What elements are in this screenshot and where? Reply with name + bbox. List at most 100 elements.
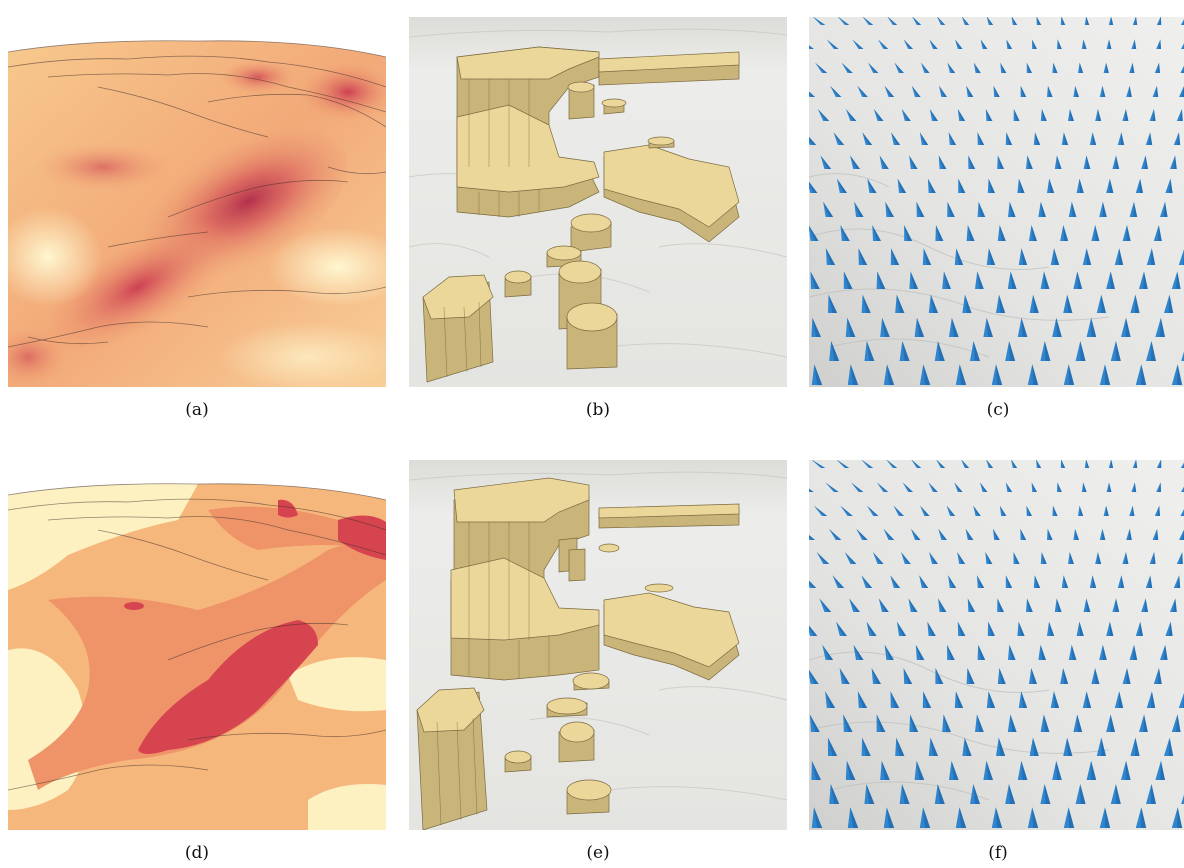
caption-d: (d) (184, 843, 210, 863)
cone-glyph-shade (973, 62, 981, 73)
cone-glyph (825, 248, 836, 265)
cone-glyph-shade (1144, 155, 1148, 169)
cone-glyph-shade (968, 155, 976, 169)
cone-glyph-shade (948, 132, 957, 145)
cone-glyph-shade (809, 91, 815, 97)
cone-glyph (902, 482, 913, 492)
cone-glyph-shade (847, 317, 856, 337)
cone-glyph-shade (1177, 807, 1183, 828)
cone-glyph (927, 621, 936, 636)
cone-glyph-shade (999, 668, 1006, 684)
extruded-regions-image-variant (409, 460, 787, 830)
cone-glyph-shade (1013, 109, 1020, 121)
panel-e-extruded-regions (409, 460, 787, 830)
cone-glyph-shade (1143, 271, 1148, 289)
cone-glyph-shade (1043, 271, 1050, 289)
cone-glyph-shade (1158, 39, 1161, 49)
cone-glyph-shade (862, 17, 874, 25)
cone-glyph-shade (839, 668, 850, 684)
cone-glyph-shade (1115, 341, 1121, 361)
cone-glyph-shade (1155, 528, 1159, 540)
cone-glyph-shade (1179, 109, 1183, 121)
cone-glyph-shade (861, 460, 874, 468)
cone-glyph-shade (885, 201, 894, 217)
cone-glyph (822, 644, 834, 660)
cone-glyph-shade (897, 178, 907, 193)
cone-glyph-shade (1181, 86, 1184, 97)
cone-glyph-shade (967, 225, 975, 241)
cone-glyph-shade (1011, 460, 1018, 468)
cone-glyph-shade (1079, 178, 1084, 193)
cone-glyph-shade (811, 460, 826, 468)
cone-glyph (858, 248, 868, 265)
cone-glyph (1180, 19, 1184, 25)
cone-glyph-shade (1044, 341, 1051, 361)
cone-glyph-shade (1009, 644, 1016, 660)
cone-glyph-shade (1075, 85, 1079, 97)
cone-glyph-shade (1011, 17, 1018, 25)
cone-glyph-shade (813, 17, 826, 25)
cone-glyph-shade (1179, 552, 1183, 564)
cone-glyph (1181, 794, 1184, 804)
cone-glyph-shade (1155, 85, 1159, 97)
cone-glyph-field-image-variant (809, 460, 1184, 830)
cone-glyph-shade (1110, 714, 1115, 732)
cone-glyph-shade (916, 760, 925, 780)
cone-glyph-shade (884, 644, 894, 660)
cone-glyph-shade (1034, 575, 1041, 588)
cone-glyph-shade (1177, 575, 1181, 588)
cone-glyph (938, 155, 947, 169)
cone-glyph-shade (936, 460, 946, 468)
cone-glyph-shade (920, 505, 930, 516)
cone-glyph-shade (857, 85, 868, 97)
cone-glyph-shade (946, 505, 956, 516)
cone-glyph-shade (1044, 784, 1051, 804)
cone-glyph-shade (1157, 225, 1162, 241)
cone-glyph-shade (1086, 155, 1091, 169)
cone-glyph (820, 155, 832, 169)
cone-glyph-shade (986, 317, 993, 337)
cone-glyph-shade (1141, 807, 1147, 828)
cone-glyph-shade (1139, 621, 1143, 636)
cone-glyph-shade (1143, 714, 1148, 732)
cone-glyph-shade (954, 39, 963, 49)
cone-glyph-shade (951, 760, 959, 780)
cone-glyph-shade (1135, 294, 1140, 313)
cone-glyph (1178, 692, 1184, 708)
cone-glyph-shade (962, 17, 970, 25)
cone-glyph-shade (912, 17, 922, 25)
cone-glyph-shade (831, 341, 840, 361)
cone-glyph-shade (1141, 364, 1147, 385)
cone-glyph-shade (866, 784, 875, 804)
cone-glyph (1026, 505, 1032, 516)
cone-glyph-shade (911, 460, 922, 468)
cone-glyph-shade (987, 17, 994, 25)
cone-glyph-shade (1040, 644, 1046, 660)
cone-glyph-shade (1013, 552, 1020, 564)
cone-glyph-shade (826, 39, 839, 49)
cone-glyph-shade (809, 181, 818, 193)
cone-glyph-shade (1106, 62, 1109, 73)
cone-glyph-shade (1163, 201, 1168, 217)
caption-b: (b) (585, 400, 611, 420)
cone-glyph-shade (1159, 17, 1162, 25)
cone-glyph-shade (988, 178, 995, 193)
cone-glyph-shade (961, 460, 970, 468)
cone-glyph-shade (1157, 668, 1162, 684)
cone-glyph-shade (1053, 62, 1058, 73)
cone-glyph-shade (825, 248, 836, 265)
cone-glyph-shade (827, 737, 838, 756)
cone-glyph-shade (986, 460, 994, 468)
cone-glyph-shade (1031, 225, 1037, 241)
cone-glyph-shade (1067, 737, 1073, 756)
cone-glyph-shade (1018, 178, 1025, 193)
cone-glyph-shade (1115, 784, 1121, 804)
cone-glyph-shade (853, 644, 864, 660)
cone-glyph-shade (1151, 341, 1156, 361)
cone-glyph-shade (1040, 201, 1046, 217)
cone-glyph-shade (1125, 317, 1131, 337)
cone-glyph-shade (1121, 575, 1125, 588)
cone-glyph-shade (978, 201, 986, 217)
cone-glyph (827, 737, 838, 756)
cone-glyph-shade (844, 552, 857, 564)
